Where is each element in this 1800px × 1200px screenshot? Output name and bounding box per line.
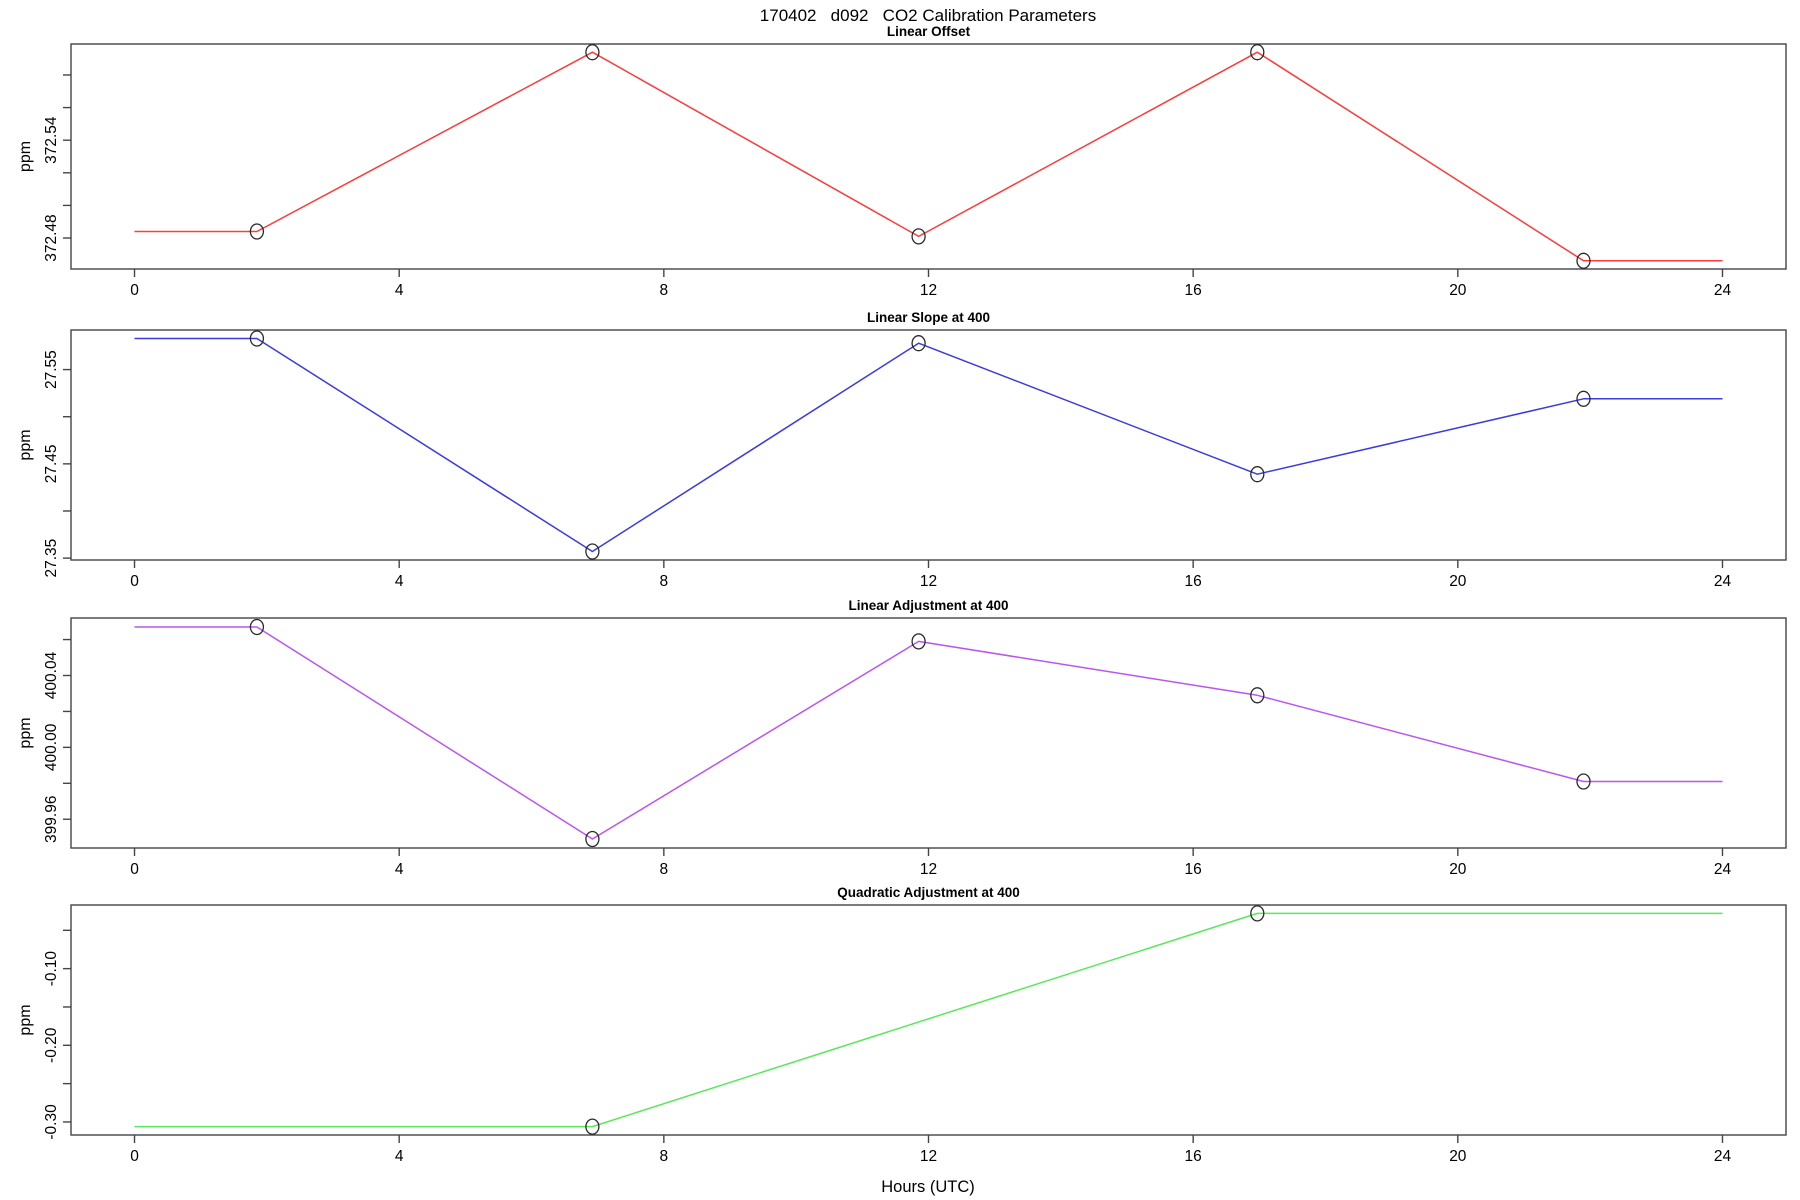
x-tick-label: 24 [1714, 1148, 1732, 1165]
panel-2-box [70, 329, 1787, 561]
series-line-purple [134, 626, 1723, 840]
data-point-marker [1250, 466, 1265, 483]
y-tick-label: -0.30 [43, 1104, 60, 1140]
y-axis-unit-label: ppm [17, 717, 34, 748]
x-tick-label: 4 [395, 573, 404, 590]
x-tick-label: 4 [395, 282, 404, 299]
series-line-blue [134, 337, 1723, 553]
panels-group: Linear Offset ppm 372.48 372.54 0 4 8 12 16 20 24 L… [17, 24, 1787, 1165]
data-point-marker [1250, 905, 1265, 922]
y-axis-unit-label: ppm [17, 1004, 34, 1035]
y-tick-label: 27.35 [43, 539, 60, 578]
y-tick-label: 400.04 [43, 651, 60, 699]
data-point-marker [1576, 252, 1591, 269]
x-tick-label: 8 [660, 573, 669, 590]
x-tick-label: 20 [1449, 1148, 1467, 1165]
x-tick-label: 12 [920, 861, 937, 878]
panel-2-title: Linear Slope at 400 [867, 310, 990, 325]
x-tick-label: 16 [1185, 861, 1202, 878]
x-tick-label: 20 [1449, 573, 1467, 590]
data-point-marker [911, 335, 926, 352]
x-tick-label: 0 [130, 861, 139, 878]
x-tick-label: 24 [1714, 861, 1732, 878]
data-point-marker [911, 633, 926, 650]
panel-1-title: Linear Offset [887, 24, 971, 39]
x-axis-label: Hours (UTC) [881, 1178, 975, 1196]
x-tick-label: 24 [1714, 573, 1732, 590]
x-tick-label: 8 [660, 1148, 669, 1165]
x-tick-label: 16 [1185, 1148, 1202, 1165]
data-point-marker [1576, 773, 1591, 790]
data-point-marker [585, 830, 600, 848]
data-point-marker [585, 1118, 600, 1135]
panel-3-title: Linear Adjustment at 400 [848, 598, 1008, 613]
y-tick-label: 372.54 [43, 116, 60, 164]
x-tick-label: 20 [1449, 861, 1467, 878]
panel-4-box [70, 904, 1787, 1136]
x-tick-label: 12 [920, 1148, 937, 1165]
y-axis-unit-label: ppm [17, 429, 34, 460]
x-tick-label: 12 [920, 573, 937, 590]
data-point-marker [585, 44, 600, 61]
y-tick-label: -0.20 [43, 1027, 60, 1063]
x-tick-label: 12 [920, 282, 937, 299]
data-point-marker [249, 223, 265, 240]
y-tick-label: 27.45 [43, 444, 60, 483]
y-tick-label: 27.55 [43, 350, 60, 389]
x-tick-label: 4 [395, 861, 404, 878]
y-tick-label: 400.00 [43, 723, 60, 771]
x-tick-label: 8 [660, 861, 669, 878]
data-point-marker [1250, 44, 1265, 61]
panel-4-title: Quadratic Adjustment at 400 [837, 885, 1020, 900]
panel-3-box [70, 617, 1787, 849]
figure-title: 170402 d092 CO2 Calibration Parameters [760, 6, 1096, 25]
panel-1-box [70, 43, 1787, 270]
y-axis-unit-label: ppm [17, 141, 34, 172]
y-tick-label: -0.10 [43, 951, 60, 987]
x-tick-label: 16 [1185, 282, 1202, 299]
data-point-marker [585, 543, 600, 560]
x-tick-label: 8 [660, 282, 669, 299]
x-tick-label: 0 [130, 282, 139, 299]
series-line-green [134, 912, 1723, 1128]
x-tick-label: 0 [130, 573, 139, 590]
x-tick-label: 16 [1185, 573, 1202, 590]
data-point-marker [911, 228, 926, 245]
series-line-red [134, 51, 1723, 262]
data-point-marker [249, 330, 265, 347]
x-tick-label: 20 [1449, 282, 1467, 299]
x-tick-label: 24 [1714, 282, 1732, 299]
x-tick-label: 0 [130, 1148, 139, 1165]
data-point-marker [1250, 687, 1265, 704]
data-point-marker [249, 618, 265, 636]
y-tick-label: 372.48 [43, 214, 60, 261]
x-tick-label: 4 [395, 1148, 404, 1165]
y-tick-label: 399.96 [43, 796, 60, 843]
data-point-marker [1576, 390, 1591, 407]
